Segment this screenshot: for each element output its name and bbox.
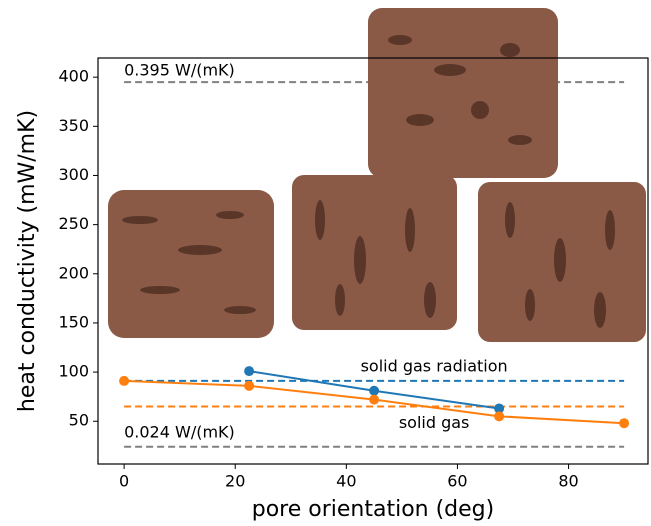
point: [494, 411, 504, 421]
point: [244, 366, 254, 376]
y-tick-label: 150: [58, 312, 89, 331]
reference-label: solid gas: [399, 413, 470, 432]
y-axis-label: heat conductivity (mW/mK): [15, 110, 40, 412]
y-tick-label: 250: [58, 214, 89, 233]
y-tick-label: 50: [69, 411, 89, 430]
chart: 50 100 150 200 250 300 350 400 0 20 40 60 80 0.395 W/…: [0, 0, 651, 526]
x-tick-label: 40: [336, 472, 356, 491]
x-tick-label: 60: [447, 472, 467, 491]
reference-label: 0.395 W/(mK): [124, 61, 235, 80]
reference-label: 0.024 W/(mK): [124, 422, 235, 441]
point: [119, 376, 129, 386]
x-tick-label: 20: [225, 472, 245, 491]
point: [619, 418, 629, 428]
point: [244, 381, 254, 391]
x-tick-label: 80: [558, 472, 578, 491]
x-axis-label: pore orientation (deg): [252, 497, 494, 522]
y-tick-label: 100: [58, 362, 89, 381]
y-tick-label: 200: [58, 263, 89, 282]
point: [369, 395, 379, 405]
x-tick-label: 0: [119, 472, 129, 491]
reference-label: solid gas radiation: [361, 356, 508, 375]
y-tick-label: 350: [58, 116, 89, 135]
point: [369, 386, 379, 396]
page: 50 100 150 200 250 300 350 400 0 20 40 60 80 0.395 W/…: [0, 0, 651, 526]
y-tick-label: 300: [58, 165, 89, 184]
foam-block: [108, 190, 274, 338]
y-tick-label: 400: [58, 67, 89, 86]
foam-cube: [368, 8, 558, 178]
